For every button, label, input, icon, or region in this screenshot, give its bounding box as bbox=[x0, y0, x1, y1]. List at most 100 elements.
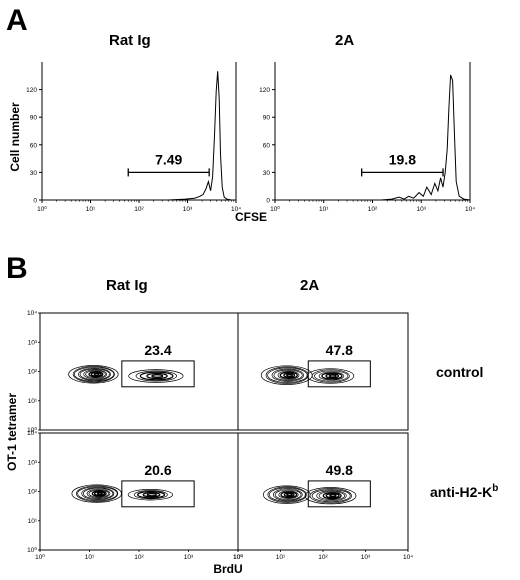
contour-line bbox=[135, 370, 177, 382]
panel-a-letter: A bbox=[6, 4, 28, 37]
x-tick-label: 10² bbox=[134, 206, 144, 213]
row-label-control: control bbox=[436, 364, 483, 380]
contour-line bbox=[91, 490, 107, 497]
contour-line bbox=[321, 372, 343, 380]
panel-a-x-label: CFSE bbox=[235, 210, 267, 224]
contour-line bbox=[93, 372, 100, 376]
y-tick-label: 30 bbox=[263, 170, 271, 177]
contour-line bbox=[325, 493, 340, 499]
histogram-rat-ig: 10⁰ 10¹ 10² 10³ 10⁴ 0 30 60 90 120 7.49 bbox=[26, 62, 241, 213]
contour-line bbox=[271, 368, 304, 382]
gate-rectangle bbox=[121, 480, 195, 508]
y-tick-label: 120 bbox=[259, 87, 270, 94]
x-tick-label: 10³ bbox=[417, 206, 427, 213]
contour-plot-rat-ig-control: 10⁰ 10¹ 10² 10³ 10⁴ 23.4 bbox=[27, 310, 239, 434]
contour-line bbox=[82, 487, 114, 500]
gate-label: 47.8 bbox=[326, 342, 353, 358]
contour-line bbox=[146, 372, 168, 380]
x-tick-label: 10⁴ bbox=[231, 206, 241, 213]
contour-line bbox=[279, 371, 298, 379]
contour-line bbox=[73, 366, 115, 382]
panel-a-right-title: 2A bbox=[335, 32, 354, 49]
y-tick-label: 10⁰ bbox=[27, 546, 37, 554]
y-tick-label: 10⁴ bbox=[27, 310, 37, 317]
panel-b-right-title: 2A bbox=[300, 277, 319, 294]
contour-line bbox=[329, 494, 337, 498]
contour-line bbox=[280, 491, 298, 499]
contour-line bbox=[267, 486, 307, 503]
x-tick-label: 10⁰ bbox=[37, 205, 47, 213]
contour-line bbox=[133, 490, 168, 500]
y-tick-label: 10⁴ bbox=[27, 430, 37, 437]
contour-line bbox=[90, 371, 102, 377]
y-tick-label: 10³ bbox=[28, 339, 38, 346]
panel-a-y-label: Cell number bbox=[8, 102, 22, 172]
histogram-curve bbox=[42, 71, 236, 201]
y-tick-label: 90 bbox=[263, 115, 271, 122]
gate-label: 20.6 bbox=[144, 462, 171, 478]
y-tick-label: 10² bbox=[28, 369, 38, 376]
histogram-2a: 10⁰ 10¹ 10² 10³ 10⁴ 0 30 60 90 120 19.8 bbox=[259, 62, 475, 213]
contour-line bbox=[151, 374, 164, 378]
panel-b-left-title: Rat Ig bbox=[106, 277, 148, 294]
contour-line bbox=[274, 489, 302, 500]
y-tick-label: 10² bbox=[28, 489, 38, 496]
panel-b-y-label: OT-1 tetramer bbox=[5, 393, 19, 471]
y-tick-label: 60 bbox=[263, 142, 271, 149]
contour-line bbox=[88, 371, 104, 378]
contour-line bbox=[309, 488, 352, 504]
contour-line bbox=[77, 486, 118, 501]
contour-line bbox=[322, 491, 342, 500]
gate-label: 23.4 bbox=[144, 342, 171, 358]
gate-rectangle bbox=[307, 480, 371, 508]
contour-line bbox=[127, 489, 174, 501]
gate-label: 19.8 bbox=[389, 151, 416, 167]
contour-line bbox=[137, 490, 166, 499]
x-tick-label: 10² bbox=[318, 554, 328, 561]
contour-line bbox=[85, 370, 106, 379]
contour-line bbox=[286, 373, 293, 377]
gate-rectangle bbox=[121, 360, 195, 388]
y-tick-label: 10¹ bbox=[28, 398, 38, 405]
contour-line bbox=[283, 372, 296, 378]
gate-rectangle bbox=[307, 360, 371, 388]
contour-line bbox=[311, 369, 350, 383]
contour-line bbox=[283, 492, 295, 498]
x-tick-label: 10⁴ bbox=[465, 206, 475, 213]
contour-line bbox=[139, 371, 174, 381]
contour-line bbox=[81, 487, 115, 501]
contour-line bbox=[278, 490, 299, 499]
y-tick-label: 10⁰ bbox=[27, 426, 37, 434]
row-label-anti-h2-kb-main: anti-H2-K bbox=[430, 484, 492, 500]
contour-line bbox=[316, 490, 347, 502]
contour-line bbox=[272, 488, 303, 501]
x-tick-label: 10⁴ bbox=[403, 554, 413, 561]
x-tick-label: 10⁰ bbox=[270, 205, 280, 213]
y-tick-label: 0 bbox=[266, 198, 270, 205]
y-tick-label: 120 bbox=[26, 87, 37, 94]
contour-line bbox=[93, 491, 106, 497]
contour-line bbox=[88, 489, 110, 498]
x-tick-label: 10⁴ bbox=[233, 554, 243, 561]
y-tick-label: 30 bbox=[30, 170, 38, 177]
y-tick-label: 0 bbox=[33, 198, 37, 205]
contour-line bbox=[325, 373, 340, 379]
x-tick-label: 10¹ bbox=[85, 554, 95, 561]
row-label-anti-h2-kb-sup: b bbox=[492, 483, 498, 494]
contour-line bbox=[142, 491, 161, 498]
contour-line bbox=[68, 365, 119, 384]
contour-line bbox=[268, 487, 306, 502]
contour-line bbox=[318, 371, 345, 381]
x-tick-label: 10⁰ bbox=[35, 553, 45, 561]
contour-line bbox=[277, 370, 300, 380]
contour-line bbox=[328, 374, 337, 378]
contour-line bbox=[72, 366, 115, 383]
x-tick-label: 10³ bbox=[184, 554, 194, 561]
y-tick-label: 90 bbox=[30, 115, 38, 122]
x-tick-label: 10³ bbox=[183, 206, 193, 213]
contour-plot-2a-control: 47.8 bbox=[237, 312, 409, 431]
contour-line bbox=[318, 491, 346, 501]
contour-line bbox=[314, 370, 349, 382]
contour-line bbox=[76, 485, 119, 502]
